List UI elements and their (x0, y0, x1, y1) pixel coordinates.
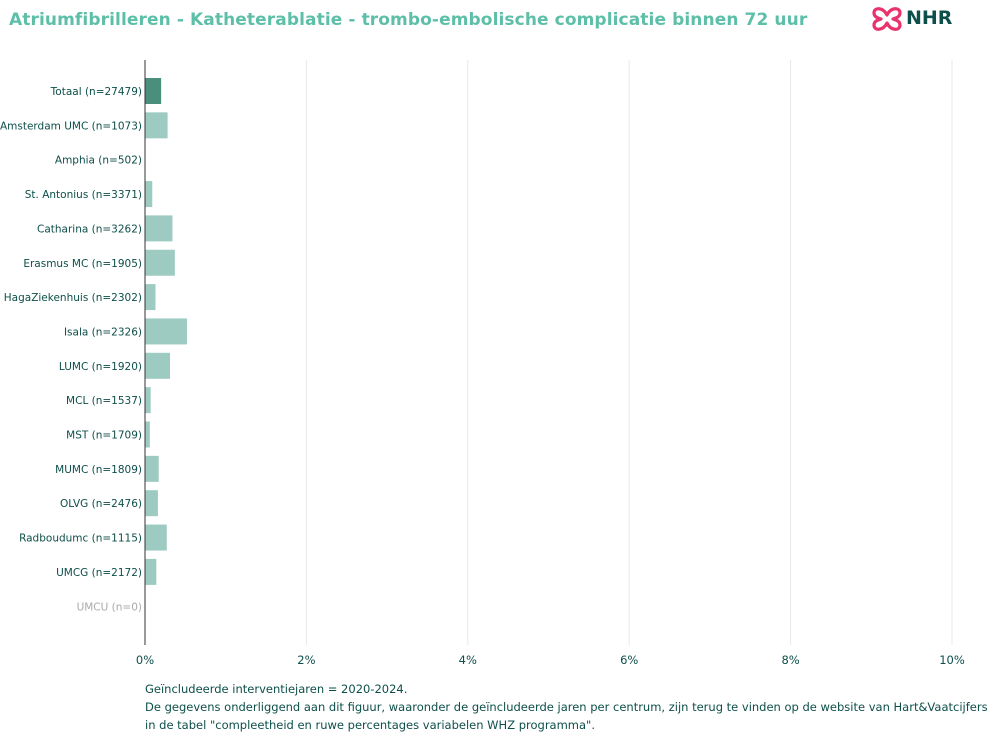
x-tick-label: 10% (939, 653, 965, 667)
bar (145, 352, 171, 379)
category-label: MUMC (n=1809) (55, 464, 142, 476)
x-tick-label: 0% (136, 653, 154, 667)
chart-title: Atriumfibrilleren - Katheterablatie - tr… (9, 10, 808, 30)
nhr-heart-cross-icon (872, 7, 902, 31)
footnote-line-1: Geïncludeerde interventiejaren = 2020-20… (145, 682, 408, 696)
category-label: Amphia (n=502) (55, 155, 142, 167)
category-label: HagaZiekenhuis (n=2302) (4, 292, 142, 304)
category-label: MCL (n=1537) (66, 395, 142, 407)
bar (145, 78, 162, 104)
category-label: Erasmus MC (n=1905) (23, 258, 142, 270)
category-label: OLVG (n=2476) (60, 498, 142, 510)
bar (145, 455, 159, 482)
x-tick-label: 6% (620, 653, 638, 667)
x-tick-label: 8% (781, 653, 799, 667)
x-tick-label: 4% (459, 653, 477, 667)
category-label: LUMC (n=1920) (59, 361, 142, 373)
bar (145, 181, 153, 208)
bar (145, 215, 173, 242)
footnote-line-3: in de tabel "compleetheid en ruwe percen… (145, 718, 596, 732)
bar (145, 112, 168, 139)
bar (145, 387, 151, 414)
footnote: Geïncludeerde interventiejaren = 2020-20… (145, 680, 988, 734)
category-label: Radboudumc (n=1115) (19, 533, 142, 545)
x-tick-label: 2% (297, 653, 315, 667)
category-label: Totaal (n=27479) (50, 86, 142, 98)
logo-text: NHR (906, 7, 953, 29)
category-label: Isala (n=2326) (64, 326, 142, 338)
bar (145, 524, 167, 551)
category-label: UMCU (n=0) (77, 601, 142, 613)
footnote-line-2: De gegevens onderliggend aan dit figuur,… (145, 700, 988, 714)
bar (145, 318, 187, 345)
bar (145, 558, 157, 585)
nhr-logo: NHR (870, 2, 960, 36)
category-label: Catharina (n=3262) (37, 223, 142, 235)
category-label: St. Antonius (n=3371) (25, 189, 142, 201)
bar (145, 284, 156, 311)
category-label: UMCG (n=2172) (56, 567, 142, 579)
category-label: Amsterdam UMC (n=1073) (0, 120, 142, 132)
category-label: MST (n=1709) (66, 430, 142, 442)
bar (145, 421, 150, 448)
bar (145, 490, 158, 517)
bar-chart: 0% 2% 4% 6% 8% 10% Totaal (n=27479) Amsterdam U… (0, 60, 965, 667)
bar (145, 249, 175, 276)
